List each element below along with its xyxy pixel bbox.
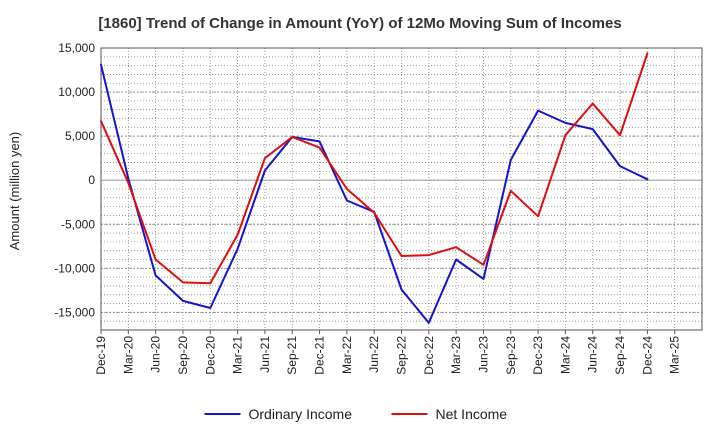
y-tick-label: -15,000 [54,305,95,319]
x-tick-label: Dec-20 [203,336,217,375]
x-tick-label: Jun-24 [586,336,600,373]
x-tick-label: Sep-22 [395,336,409,375]
x-tick-label: Sep-23 [504,336,518,375]
x-tick-label: Mar-21 [231,336,245,374]
x-tick-label: Jun-23 [476,336,490,373]
x-tick-label: Mar-25 [668,336,682,374]
y-tick-label: -10,000 [54,261,95,275]
x-tick-label: Mar-24 [558,336,572,374]
y-axis-label: Amount (million yen) [7,132,22,251]
x-tick-label: Sep-21 [285,336,299,375]
x-tick-label: Sep-24 [613,336,627,375]
legend: Ordinary Income Net Income [204,406,508,422]
x-tick-label: Jun-20 [149,336,163,373]
x-tick-label: Mar-23 [449,336,463,374]
chart-title: [1860] Trend of Change in Amount (YoY) o… [98,15,621,32]
legend-label-ordinary-income: Ordinary Income [249,406,353,422]
x-tick-label: Mar-22 [340,336,354,374]
x-tick-label: Dec-22 [422,336,436,375]
x-tick-label: Jun-21 [258,336,272,373]
x-tick-label: Dec-24 [640,336,654,375]
y-tick-label: 15,000 [58,41,95,55]
y-tick-label: 5,000 [65,129,95,143]
x-tick-label: Dec-23 [531,336,545,375]
y-tick-label: 0 [88,173,95,187]
x-tick-label: Dec-21 [313,336,327,375]
x-tick-label: Dec-19 [94,336,108,375]
y-tick-label: 10,000 [58,85,95,99]
series-line-net-income [100,52,649,285]
x-tick-label: Sep-20 [176,336,190,375]
y-tick-label: -5,000 [61,217,95,231]
plot-area: 15,000 10,000 5,000 0 -5,000 -10,000 -15,000 De… [54,41,703,375]
legend-label-net-income: Net Income [436,406,508,422]
x-tick-label: Jun-22 [367,336,381,373]
x-tick-label: Mar-20 [121,336,135,374]
